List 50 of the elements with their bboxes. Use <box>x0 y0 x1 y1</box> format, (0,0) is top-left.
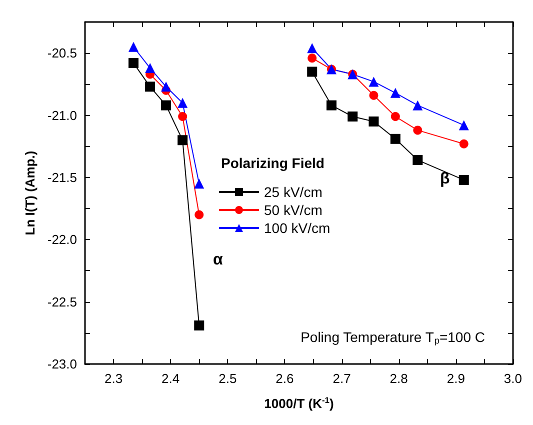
point <box>413 126 422 135</box>
y-axis-title: Ln I(T) (Amp.) <box>22 150 38 236</box>
annotation: β <box>440 170 450 188</box>
legend-label: 50 kV/cm <box>264 202 322 218</box>
y-tick-label: -22.0 <box>47 232 77 248</box>
y-tick-label: -23.0 <box>47 356 77 372</box>
x-tick-label: 2.7 <box>332 371 351 386</box>
point <box>307 66 318 77</box>
point <box>161 100 172 110</box>
point <box>412 100 423 110</box>
point <box>194 210 204 220</box>
point <box>369 90 378 100</box>
x-tick-label: 2.4 <box>162 371 180 386</box>
point <box>128 42 139 52</box>
point <box>178 98 188 108</box>
point <box>161 82 172 92</box>
annotation: α <box>213 252 223 268</box>
point <box>390 134 400 144</box>
point <box>178 135 188 146</box>
x-tick-label: 2.8 <box>390 371 408 386</box>
x-tick-label: 2.6 <box>276 371 294 386</box>
y-tick-label: -22.5 <box>47 294 77 310</box>
point <box>412 155 423 166</box>
legend-label: 100 kV/cm <box>264 220 330 236</box>
point <box>128 58 139 68</box>
y-tick-label: -21.0 <box>47 108 77 123</box>
x-tick-label: 2.9 <box>446 371 465 386</box>
legend-title: Polarizing Field <box>221 155 324 171</box>
point <box>368 76 379 87</box>
point <box>390 88 400 98</box>
point <box>308 54 317 63</box>
point <box>348 112 358 122</box>
point <box>145 82 156 92</box>
x-tick-label: 3.0 <box>504 371 522 386</box>
legend-label: 25 kV/cm <box>264 184 322 200</box>
point <box>368 116 379 126</box>
point <box>194 178 204 189</box>
x-tick-label: 2.3 <box>104 371 123 386</box>
point <box>458 174 469 185</box>
point <box>458 120 469 130</box>
point <box>145 63 156 74</box>
y-tick-label: -20.5 <box>47 46 77 61</box>
point <box>178 112 188 122</box>
y-tick-label: -21.5 <box>47 170 77 185</box>
point <box>307 43 318 54</box>
point <box>459 139 468 148</box>
point <box>194 320 204 330</box>
point <box>390 112 400 122</box>
point <box>326 100 337 110</box>
x-tick-label: 2.5 <box>218 371 237 386</box>
